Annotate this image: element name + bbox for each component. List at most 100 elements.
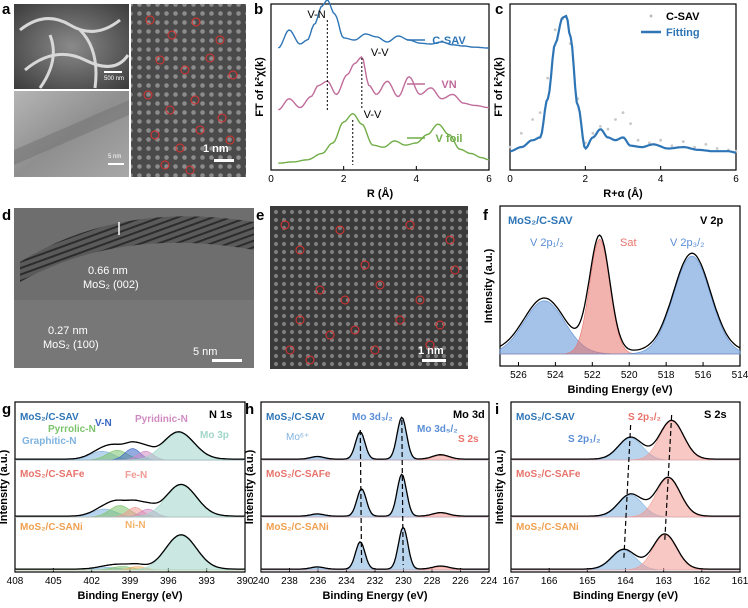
hrtem-scale-label: 5 nm [193,346,217,358]
atom-marker [370,345,380,355]
x-tick-label: 405 [45,576,62,587]
x-tick-label: 520 [621,370,638,381]
envelope-line [261,473,489,517]
data-point [546,76,550,80]
x-tick-label: 516 [695,370,712,381]
data-point [606,127,610,131]
legend-marker [649,14,653,18]
lattice-spacing-2: 0.27 nm [48,325,88,337]
peak-label: V 2p₁/₂ [530,237,564,249]
fit-peak [15,535,245,571]
x-axis-label: Binding Energy (eV) [567,384,672,396]
x-tick-label: 165 [579,576,596,587]
x-tick-label: 0 [507,174,513,185]
panel-g: g 408 405 402 399 396 393 390 Binding Energy (eV… [0,401,254,602]
x-tick-label: 226 [452,576,469,587]
envelope-line [15,534,245,570]
fit-peak [261,513,489,518]
atom-marker [340,295,350,305]
atom-marker [450,265,460,275]
x-tick-label: 230 [395,576,412,587]
guide-line [623,424,632,561]
x-tick-label: 167 [503,576,520,587]
fit-peak [15,484,245,518]
data-point [693,145,696,149]
atom-marker [228,70,238,80]
x-tick-label: 0 [268,174,274,185]
x-tick-label: 518 [658,370,675,381]
panel-letter-e: e [256,207,264,224]
envelope-line [511,419,740,460]
legend-label: VN [441,79,456,91]
sample-label: MoS₂/C-SAFe [20,469,85,480]
x-tick-label: 161 [732,576,748,587]
peak-annotation: V-N [307,9,325,21]
fit-peak [261,527,489,571]
atom-marker [280,220,290,230]
data-point [681,140,685,143]
atom-marker [285,345,295,355]
y-axis-label: FT of k²χ(k) [254,57,266,117]
sample-label: MoS₂/C-SAV [508,215,573,227]
x-tick-label: 166 [541,576,558,587]
x-tick-label: 396 [160,576,177,587]
haadf-e-scale-label: 1 nm [418,345,444,357]
sample-label: MoS₂/C-SAV [266,412,325,423]
x-tick-label: 4 [414,174,420,185]
y-axis-label: FT of k²χ(k) [493,57,505,117]
x-tick-label: 390 [237,576,254,587]
panel-letter-h: h [245,401,254,418]
atom-marker [375,280,385,290]
panel-b: b 0 2 4 6 R (Å) FT of k²χ(k) C-SAV VN V foil V-N V-… [254,0,492,200]
atom-marker [325,330,335,340]
panel-c: c 0 2 4 6 R+α (Å) FT of k²χ(k) C-SAV Fitting [493,1,739,200]
fit-peak [261,489,489,518]
x-tick-label: 232 [367,576,384,587]
x-tick-label: 238 [281,576,298,587]
element-label: N 1s [209,409,232,421]
x-tick-label: 236 [310,576,327,587]
data-point [591,131,595,135]
peak-label: Sat [620,237,637,249]
panel-h: h 240 238 236 234 232 230 228 226 224 Binding Ener… [244,401,498,602]
fit-peak [511,549,740,571]
panel-letter-d: d [2,207,11,224]
peak-label: S 2p₃/₂ [628,412,661,423]
atom-marker [415,295,425,305]
peak-annotation: V-V [364,109,382,121]
peak-label: S 2p₁/₂ [568,434,600,445]
data-point [659,138,663,142]
guide-line [401,419,404,566]
x-tick-label: 514 [732,370,748,381]
envelope-line [261,526,489,570]
panel-letter-c: c [495,1,503,18]
x-axis-label: Binding Energy (eV) [77,590,182,602]
panel-f: f 526 524 522 520 518 516 514 Binding Energy (eV… [483,205,748,396]
sample-label: MoS₂/C-SANi [266,522,329,533]
data-point [599,125,602,128]
envelope-line [15,483,245,517]
sem-scale-label: 500 nm [104,76,124,82]
peak-label: V 2p₃/₂ [670,237,704,249]
atom-marker [180,65,190,75]
y-axis-label: Intensity (a.u.) [0,449,10,524]
atom-marker [190,95,200,105]
envelope-line [261,416,489,460]
atom-marker [205,53,215,63]
atom-marker [215,35,225,45]
envelope-line [499,234,741,351]
haadf-image-a: 1 nm [131,4,246,177]
lattice-spacing-1: 0.66 nm [88,265,128,277]
data-point [531,118,534,121]
peak-annotation: V-V [371,47,389,59]
x-tick-label: 402 [83,576,100,587]
x-tick-label: 6 [733,174,739,185]
atom-marker [167,30,177,40]
fit-peak [511,494,740,518]
atom-marker [195,125,205,135]
guide-line [664,414,673,541]
atom-marker [360,260,370,270]
panel-letter-a: a [2,1,11,18]
data-point [715,147,719,150]
